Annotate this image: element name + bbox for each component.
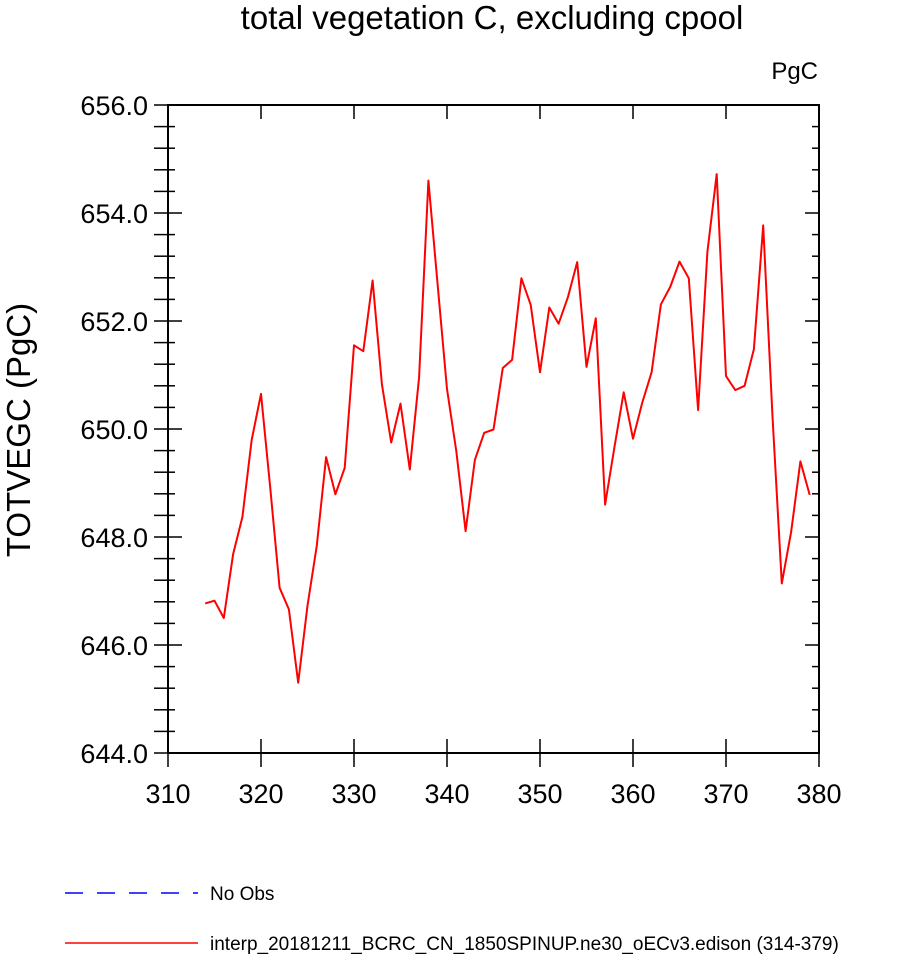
x-tick-label: 360 <box>610 779 655 809</box>
y-tick-label: 654.0 <box>80 199 148 229</box>
x-tick-label: 310 <box>145 779 190 809</box>
legend: No Obs interp_20181211_BCRC_CN_1850SPINU… <box>65 884 839 955</box>
axis-tick-labels: 644.0 646.0 648.0 650.0 652.0 654.0 656.0 310 32… <box>80 91 841 809</box>
x-tick-label: 340 <box>424 779 469 809</box>
y-tick-label: 650.0 <box>80 415 148 445</box>
plot-series <box>204 173 811 684</box>
y-axis-label: TOTVEGC (PgC) <box>0 303 37 557</box>
x-tick-label: 350 <box>517 779 562 809</box>
x-tick-label: 320 <box>238 779 283 809</box>
legend-label-no-obs: No Obs <box>210 884 274 905</box>
y-tick-label: 648.0 <box>80 523 148 553</box>
chart-title: total vegetation C, excluding cpool <box>241 0 744 36</box>
x-tick-label: 380 <box>796 779 841 809</box>
axis-ticks <box>154 104 820 767</box>
series-line-1 <box>204 173 811 684</box>
x-tick-label: 370 <box>703 779 748 809</box>
y-tick-label: 652.0 <box>80 307 148 337</box>
units-label: PgC <box>771 58 818 85</box>
plot-frame <box>167 104 820 754</box>
x-tick-label: 330 <box>331 779 376 809</box>
y-tick-label: 656.0 <box>80 91 148 121</box>
y-tick-label: 644.0 <box>80 739 148 769</box>
y-tick-label: 646.0 <box>80 631 148 661</box>
legend-label-model-run: interp_20181211_BCRC_CN_1850SPINUP.ne30_… <box>210 934 839 955</box>
